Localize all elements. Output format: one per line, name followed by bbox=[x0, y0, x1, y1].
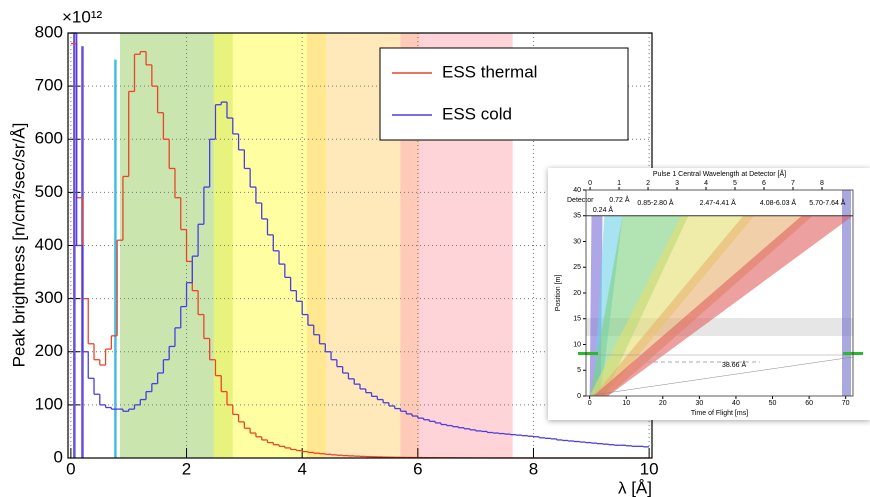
slope-line bbox=[585, 356, 854, 397]
inset-x-tick-label: 10 bbox=[622, 400, 630, 407]
inset-y-tick-label: 5 bbox=[577, 367, 581, 374]
y-tick-label: 100 bbox=[35, 394, 63, 413]
inset-top-tick-label: 2 bbox=[646, 180, 650, 187]
inset-top-tick-label: 3 bbox=[675, 180, 679, 187]
inset-y-label: Position [m] bbox=[555, 275, 562, 312]
band-label: 0.85-2.80 Å bbox=[637, 198, 674, 207]
y-tick-label: 0 bbox=[54, 447, 63, 466]
inset-x-label: Time of Flight [ms] bbox=[691, 410, 748, 417]
inset-top-tick-label: 7 bbox=[791, 180, 795, 187]
inset-top-tick-label: 6 bbox=[762, 180, 766, 187]
detector-label: Detector bbox=[567, 197, 594, 204]
inset-x-tick-label: 40 bbox=[732, 400, 740, 407]
inset-top-tick-label: 5 bbox=[733, 180, 737, 187]
inset-y-tick-label: 0 bbox=[577, 393, 581, 400]
band-label: 4.08-6.03 Å bbox=[760, 198, 797, 207]
legend-label: ESS thermal bbox=[442, 62, 537, 81]
x-tick-label: 0 bbox=[66, 459, 75, 478]
inset-x-tick-label: 50 bbox=[769, 400, 777, 407]
band-label: 0.72 Å bbox=[609, 195, 630, 204]
inset-x-tick-label: 60 bbox=[805, 400, 813, 407]
legend-label: ESS cold bbox=[442, 104, 512, 123]
x-tick-label: 2 bbox=[182, 459, 191, 478]
inset-y-tick-label: 40 bbox=[573, 187, 581, 194]
x-tick-label: 4 bbox=[297, 459, 306, 478]
inset-top-tick-label: 4 bbox=[704, 180, 708, 187]
band-label: 2.47-4.41 Å bbox=[700, 198, 737, 207]
y-tick-label: 500 bbox=[35, 182, 63, 201]
inset-y-tick-label: 30 bbox=[573, 238, 581, 245]
y-tick-label: 200 bbox=[35, 341, 63, 360]
y-multiplier: ×10¹² bbox=[62, 7, 102, 26]
inset-y-tick-label: 35 bbox=[573, 213, 581, 220]
y-axis-label: Peak brightness [n/cm²/sec/sr/Å] bbox=[9, 123, 28, 368]
chopper-marker bbox=[578, 352, 598, 355]
x-tick-label: 10 bbox=[640, 459, 659, 478]
legend-box bbox=[379, 47, 629, 141]
inset-y-tick-label: 10 bbox=[573, 341, 581, 348]
y-tick-label: 400 bbox=[35, 235, 63, 254]
inset-top-tick-label: 8 bbox=[820, 180, 824, 187]
y-tick-label: 700 bbox=[35, 76, 63, 95]
inset-top-tick-label: 1 bbox=[617, 180, 621, 187]
y-tick-label: 600 bbox=[35, 129, 63, 148]
inset-y-tick-label: 25 bbox=[573, 264, 581, 271]
x-axis-label: λ [Å] bbox=[618, 478, 652, 497]
inset-y-tick-label: 15 bbox=[573, 316, 581, 323]
y-tick-label: 300 bbox=[35, 288, 63, 307]
inset-x-tick-label: 0 bbox=[588, 400, 592, 407]
inset-x-tick-label: 20 bbox=[659, 400, 667, 407]
inset-top-tick-label: 0 bbox=[588, 180, 592, 187]
x-tick-label: 8 bbox=[529, 459, 538, 478]
wavelength-band bbox=[593, 215, 853, 396]
frame-overlap bbox=[842, 190, 851, 396]
inset-title: Pulse 1 Central Wavelength at Detector [… bbox=[653, 169, 786, 178]
y-tick-label: 800 bbox=[35, 22, 63, 41]
inset-x-tick-label: 30 bbox=[695, 400, 703, 407]
inset-y-tick-label: 20 bbox=[573, 290, 581, 297]
inset-x-tick-label: 70 bbox=[842, 400, 850, 407]
x-tick-label: 6 bbox=[413, 459, 422, 478]
inset-frame bbox=[585, 189, 854, 397]
annotation: 38.66 Å bbox=[722, 360, 746, 369]
band-label: 5.70-7.64 Å bbox=[809, 198, 846, 207]
band-label: 0.24 Å bbox=[593, 205, 614, 214]
